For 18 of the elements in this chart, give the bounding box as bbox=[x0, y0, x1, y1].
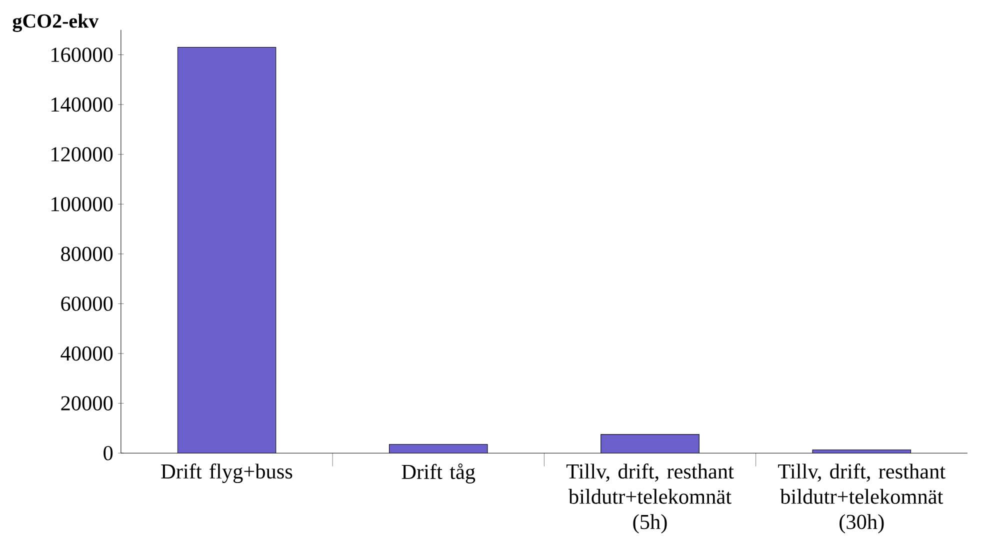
y-tick-label: 60000 bbox=[61, 296, 113, 311]
x-tick-label: Tillv, drift, resthant bildutr+telekomnät (5h) bbox=[566, 464, 734, 534]
y-tick-label: 40000 bbox=[60, 346, 113, 361]
y-tick-label: 160000 bbox=[52, 48, 113, 62]
x-tick-label: Drift tåg bbox=[402, 464, 476, 484]
y-tick-label: 140000 bbox=[52, 97, 113, 112]
x-tick-label: Drift flyg+buss bbox=[161, 464, 292, 484]
x-tick-label: Tillv, drift, resthant bildutr+telekomnät (30h) bbox=[778, 464, 946, 534]
y-axis-title: gCO2-ekv bbox=[12, 14, 99, 32]
bar bbox=[600, 434, 700, 454]
bar bbox=[177, 47, 276, 454]
y-tick-label: 100000 bbox=[52, 197, 113, 212]
y-tick-label: 120000 bbox=[52, 147, 113, 162]
bar bbox=[388, 444, 488, 454]
y-tick-label: 20000 bbox=[61, 396, 113, 411]
y-tick-label: 80000 bbox=[61, 246, 113, 262]
y-tick-label: 0 bbox=[104, 446, 113, 460]
bar bbox=[812, 450, 912, 454]
